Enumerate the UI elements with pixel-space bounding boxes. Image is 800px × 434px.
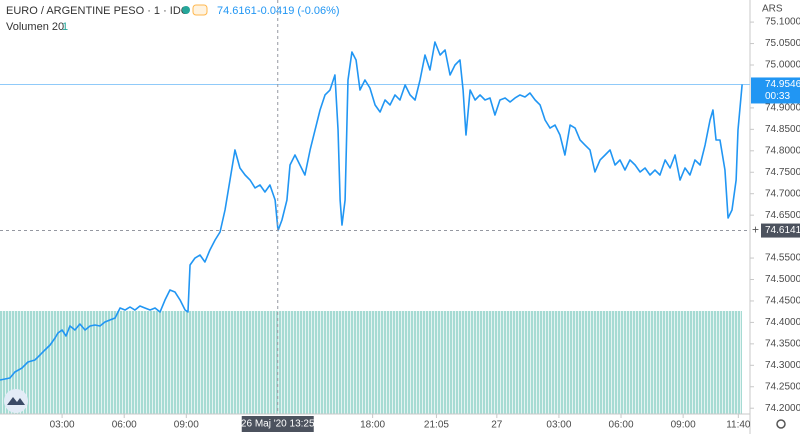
y-tick-label: 75.1000 xyxy=(765,17,800,28)
volume-bars xyxy=(0,311,742,414)
y-tick-label: 74.2000 xyxy=(765,403,800,414)
x-tick-label: 27 xyxy=(491,420,503,431)
plot xyxy=(0,0,750,414)
x-tick-label: 09:00 xyxy=(174,420,199,431)
x-tick-label: 18:00 xyxy=(360,420,385,431)
y-tick-label: 75.0500 xyxy=(765,38,800,49)
y-tick-label: 74.4500 xyxy=(765,296,800,307)
x-tick-label: 03:00 xyxy=(50,420,75,431)
current-price-label: 74.9546 xyxy=(765,79,800,90)
chart-title: EURO / ARGENTINE PESO · 1 · IDC xyxy=(6,5,189,17)
crosshair-time-label: 26 Maj '20 13:25 xyxy=(241,419,315,430)
y-tick-label: 74.6500 xyxy=(765,210,800,221)
y-tick-label: 74.9000 xyxy=(765,103,800,114)
x-tick-label: 06:00 xyxy=(609,420,634,431)
price-change: -0.0419 (-0.06%) xyxy=(257,5,340,17)
crosshair-price-label: 74.6141 xyxy=(765,225,800,236)
y-tick-label: 75.0000 xyxy=(765,60,800,71)
y-tick-label: 74.3500 xyxy=(765,338,800,349)
logo-mark xyxy=(7,397,25,405)
last-price: 74.6161 xyxy=(217,5,257,17)
y-tick-label: 74.8000 xyxy=(765,145,800,156)
y-tick-label: 74.5000 xyxy=(765,274,800,285)
x-tick-label: 09:00 xyxy=(671,420,696,431)
price-line xyxy=(0,41,743,381)
settings-icon[interactable] xyxy=(776,419,786,429)
crosshair-time-box xyxy=(241,416,314,432)
volume-legend: Volumen 20 xyxy=(6,21,64,33)
y-tick-label: 74.8500 xyxy=(765,124,800,135)
y-tick-label: 74.5500 xyxy=(765,253,800,264)
current-price-box xyxy=(751,77,800,104)
y-tick-label: 74.7500 xyxy=(765,167,800,178)
status-dot xyxy=(182,6,190,14)
x-tick-label: 11:40 xyxy=(726,420,751,431)
y-tick-label: 74.7000 xyxy=(765,188,800,199)
x-tick-label: 03:00 xyxy=(546,420,571,431)
axis-unit: ARS xyxy=(762,4,783,15)
crosshair-price-box xyxy=(761,223,800,238)
countdown-label: 00:33 xyxy=(765,91,790,102)
x-tick-label: 21:05 xyxy=(424,420,449,431)
crosshair-plus: + xyxy=(752,223,759,237)
y-tick-label: 74.4000 xyxy=(765,317,800,328)
x-tick-label: 06:00 xyxy=(112,420,137,431)
y-tick-label: 74.2500 xyxy=(765,381,800,392)
delay-badge xyxy=(192,4,208,16)
y-tick-label: 74.3000 xyxy=(765,360,800,371)
volume-legend-value: 1 xyxy=(62,21,68,33)
